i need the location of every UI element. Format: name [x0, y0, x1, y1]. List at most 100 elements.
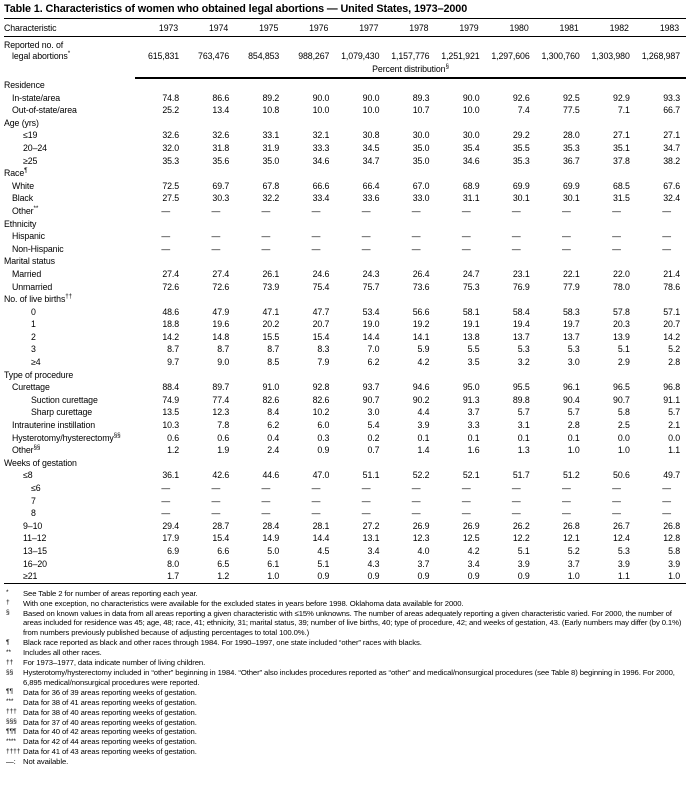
value-cell: 1.3: [517, 445, 530, 456]
value-cell: 88.4: [162, 382, 180, 393]
value-cell: 30.1: [512, 193, 530, 204]
value-cell: 2.5: [617, 420, 630, 431]
row-label: Out-of-state/area: [12, 105, 77, 116]
data-row: ≤6 — — — — — — — — — — —: [4, 482, 686, 495]
value-cell: 51.2: [562, 470, 580, 481]
value-cell: 27.2: [362, 520, 380, 531]
footnote-text: Hysterotomy/hysterectomy included in “ot…: [23, 668, 675, 687]
row-label: Black: [12, 193, 34, 204]
value-cell: 58.3: [562, 306, 580, 317]
value-cell: 10.0: [312, 105, 330, 116]
value-cell: 5.1: [617, 344, 630, 355]
footnote-marker: ***: [6, 698, 14, 706]
footnote-text: See Table 2 for number of areas reportin…: [23, 588, 198, 598]
value-cell: 66.7: [663, 105, 680, 116]
footnote-marker: ¶: [6, 638, 10, 646]
value-cell: —: [361, 231, 371, 242]
value-cell: 91.0: [262, 382, 280, 393]
value-cell: —: [161, 243, 171, 254]
row-label: ≤6: [31, 483, 41, 493]
value-cell: —: [261, 205, 271, 216]
data-row: Black 27.5 30.3 32.2 33.4 33.6 33.0 31.1 30.1 30.…: [4, 192, 686, 205]
footnote: ††† Data for 38 of 40 areas reporting wee…: [4, 708, 686, 718]
value-cell: 25.2: [162, 105, 180, 116]
value-cell: 26.8: [562, 520, 580, 531]
data-row: ≥25 35.3 35.6 35.0 34.6 34.7 35.0 34.6 35.3 36.7 3…: [4, 155, 686, 168]
footnote: —: Not available.: [4, 757, 686, 767]
value-cell: 49.7: [663, 470, 680, 481]
value-cell: 78.0: [613, 281, 630, 292]
value-cell: 14.8: [212, 331, 230, 342]
value-cell: 31.5: [613, 193, 630, 204]
value-cell: 1.4: [417, 445, 430, 456]
value-cell: —: [311, 205, 321, 216]
value-cell: —: [662, 243, 671, 254]
value-cell: 1.2: [167, 445, 180, 456]
value-cell: 7.4: [517, 105, 530, 116]
value-cell: 92.8: [312, 382, 330, 393]
reported-count-cell: 1,251,921: [441, 51, 480, 61]
value-cell: 34.7: [663, 142, 680, 153]
value-cell: 6.2: [267, 420, 280, 431]
value-cell: 24.6: [312, 268, 330, 279]
value-cell: —: [161, 231, 171, 242]
data-row: In-state/area 74.8 86.6 89.2 90.0 90.0 89.3 90.…: [4, 92, 686, 105]
value-cell: —: [612, 508, 621, 519]
value-cell: 28.1: [312, 520, 330, 531]
value-cell: 75.3: [462, 281, 480, 292]
value-cell: 0.0: [617, 432, 630, 443]
value-cell: —: [161, 205, 171, 216]
value-cell: 1.1: [668, 445, 680, 456]
value-cell: —: [211, 243, 221, 254]
row-label: 11–12: [23, 533, 47, 544]
section-row: No. of live births††: [4, 293, 686, 306]
value-cell: 19.0: [362, 319, 380, 330]
value-cell: 3.7: [417, 558, 430, 569]
value-cell: —: [361, 483, 371, 493]
year-column-header: 1977: [335, 19, 386, 37]
value-cell: 5.7: [668, 407, 680, 418]
value-cell: 5.5: [467, 344, 480, 355]
value-cell: 19.7: [562, 319, 580, 330]
value-cell: —: [161, 508, 171, 519]
value-cell: 5.7: [567, 407, 580, 418]
value-cell: 57.1: [663, 306, 680, 317]
reported-count-cell: 1,268,987: [641, 51, 680, 61]
value-cell: —: [211, 205, 221, 216]
value-cell: 5.3: [617, 545, 630, 556]
value-cell: 51.1: [362, 470, 380, 481]
value-cell: 0.1: [567, 432, 580, 443]
value-cell: 6.1: [267, 558, 280, 569]
value-cell: 14.4: [362, 331, 380, 342]
value-cell: —: [261, 483, 271, 493]
value-cell: 0.9: [335, 570, 386, 584]
value-cell: 28.4: [262, 520, 280, 531]
row-label: ≥4: [31, 357, 41, 368]
value-cell: 34.6: [462, 155, 480, 166]
value-cell: 77.9: [562, 281, 580, 292]
value-cell: 12.4: [613, 533, 630, 544]
value-cell: 30.0: [412, 130, 430, 141]
footnotes: * See Table 2 for number of areas reporti…: [4, 589, 686, 767]
value-cell: —: [612, 231, 621, 242]
data-row: Sharp curettage 13.5 12.3 8.4 10.2 3.0 4.4 3.7 5…: [4, 406, 686, 419]
data-row: Unmarried 72.6 72.6 73.9 75.4 75.7 73.6 75.3 76.…: [4, 281, 686, 294]
footnote-text: Data for 36 of 39 areas reporting weeks …: [23, 687, 197, 697]
value-cell: 26.7: [613, 520, 630, 531]
data-row: Out-of-state/area 25.2 13.4 10.8 10.0 10.0 10.…: [4, 104, 686, 117]
value-cell: 36.7: [562, 155, 580, 166]
value-cell: 20.3: [613, 319, 630, 330]
section-row: Marital status: [4, 255, 686, 268]
data-row: 20–24 32.0 31.8 31.9 33.3 34.5 35.0 35.4 35.5 35.…: [4, 142, 686, 155]
value-cell: 26.9: [412, 520, 430, 531]
value-cell: 51.7: [512, 470, 530, 481]
value-cell: 86.6: [212, 92, 230, 103]
row-label: Married: [12, 268, 42, 279]
value-cell: 5.8: [668, 545, 680, 556]
footnote: ¶¶¶ Data for 40 of 42 areas reporting wee…: [4, 727, 686, 737]
value-cell: —: [161, 495, 171, 506]
value-cell: 74.9: [162, 394, 180, 405]
value-cell: 12.2: [512, 533, 530, 544]
year-header-row: Characteristic 1973 1974 1975 1976 1977 1978 1…: [4, 19, 686, 37]
row-label: Ethnicity: [4, 218, 37, 229]
